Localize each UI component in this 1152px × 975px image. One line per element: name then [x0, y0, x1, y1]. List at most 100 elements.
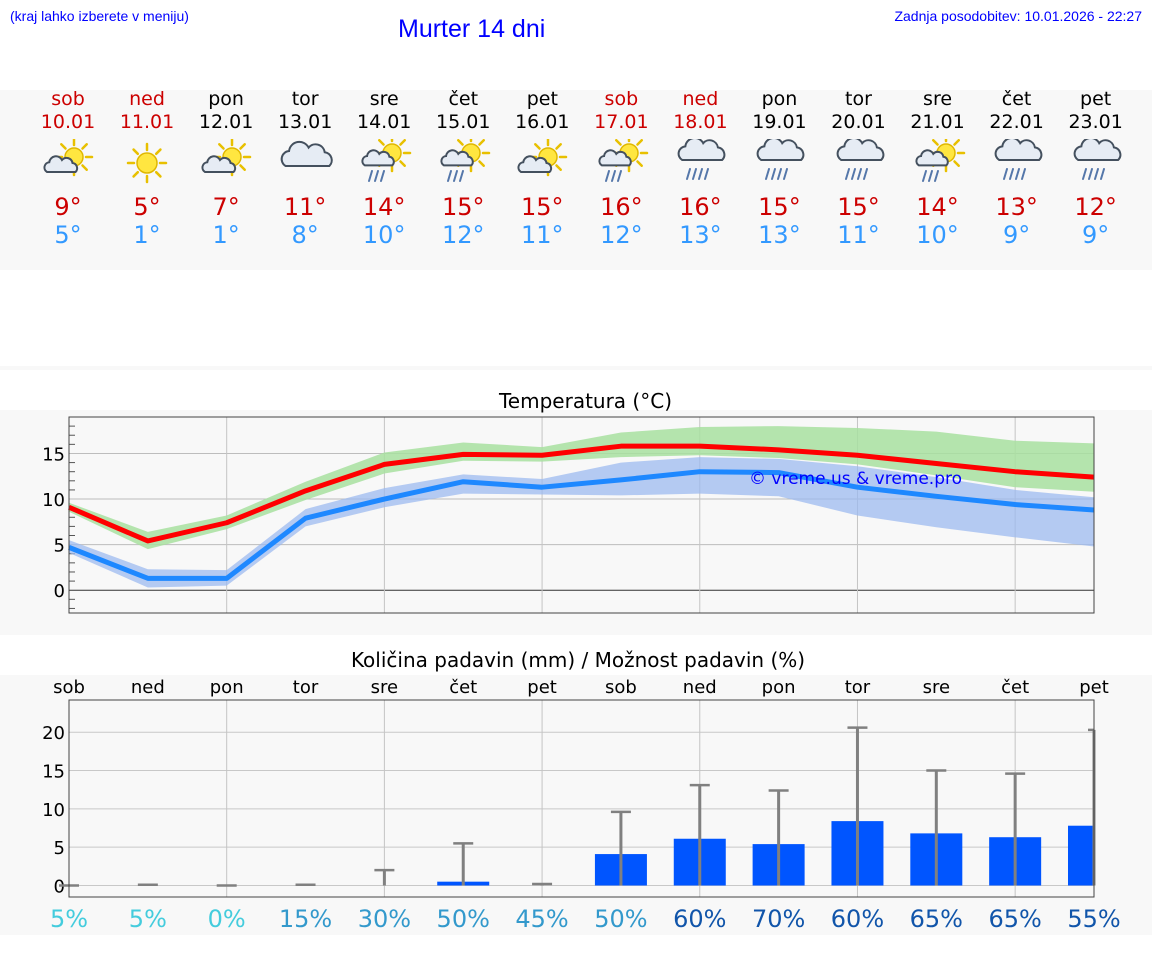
- max-temp: 15°: [441, 193, 485, 221]
- last-updated: Zadnja posodobitev: 10.01.2026 - 22:27: [894, 8, 1142, 24]
- sun-icon: [126, 142, 168, 184]
- separator: [0, 366, 1152, 370]
- max-temp: 12°: [1074, 193, 1117, 221]
- forecast-day: pon 19.01 15° 13°: [739, 88, 819, 249]
- day-name: čet: [1001, 88, 1032, 110]
- day-date: 17.01: [594, 111, 649, 133]
- temperature-chart: Temperatura (°C) 0 5 10 15 © vreme.us & vreme…: [42, 389, 1095, 614]
- sun-cloud-icon: [517, 139, 568, 177]
- day-name: sob: [51, 88, 85, 110]
- day-date: 12.01: [198, 111, 254, 133]
- sun-cloud-icon: [43, 139, 94, 177]
- y-tick-label: 0: [54, 581, 65, 602]
- x-category-label: pet: [527, 677, 557, 698]
- precip-bar: [1068, 825, 1094, 886]
- y-tick-label: 0: [54, 877, 65, 898]
- x-category-label: tor: [293, 677, 319, 698]
- sun-cloud-rain-icon: [914, 139, 965, 182]
- max-temp: 9°: [54, 193, 82, 221]
- day-name: tor: [291, 88, 319, 110]
- y-tick-label: 15: [42, 762, 65, 783]
- x-category-label: sre: [371, 677, 398, 698]
- x-category-label: sre: [923, 677, 950, 698]
- precip-probability-label: 5%: [129, 905, 167, 933]
- forecast-day: čet 15.01 15° 12°: [423, 88, 503, 249]
- y-tick-label: 15: [42, 444, 65, 465]
- precip-probability-label: 55%: [1067, 905, 1120, 933]
- precipitation-chart: Količina padavin (mm) / Možnost padavin …: [42, 648, 1121, 933]
- x-category-label: čet: [449, 677, 477, 698]
- x-category-label: pon: [210, 677, 244, 698]
- forecast-day: tor 20.01 15° 11°: [819, 88, 899, 249]
- day-date: 13.01: [277, 111, 333, 133]
- day-name: ned: [682, 88, 719, 110]
- forecast-day: pet 23.01 12° 9°: [1056, 88, 1136, 249]
- cloud-icon: [280, 140, 333, 167]
- precip-probability-label: 50%: [437, 905, 490, 933]
- precip-probability-label: 30%: [358, 905, 411, 933]
- day-date: 11.01: [119, 111, 175, 133]
- day-date: 10.01: [40, 111, 96, 133]
- min-temp: 11°: [837, 221, 880, 249]
- max-temp: 14°: [916, 193, 959, 221]
- day-date: 14.01: [356, 111, 412, 133]
- day-date: 20.01: [831, 111, 886, 133]
- x-category-label: sob: [605, 677, 637, 698]
- precip-probability-label: 60%: [673, 905, 726, 933]
- day-name: ned: [129, 88, 165, 110]
- chart-title: Temperatura (°C): [498, 389, 672, 413]
- min-temp: 12°: [441, 221, 485, 249]
- cloud-rain-icon: [836, 139, 884, 180]
- day-name: pet: [526, 88, 558, 110]
- precip-probability-label: 0%: [208, 905, 246, 933]
- precip-probability-label: 60%: [831, 905, 884, 933]
- sun-cloud-rain-icon: [440, 139, 491, 182]
- max-temp: 15°: [758, 193, 801, 221]
- chart-title: Količina padavin (mm) / Možnost padavin …: [351, 648, 805, 672]
- precip-probability-label: 65%: [988, 905, 1041, 933]
- max-temp-line: [68, 443, 1095, 544]
- day-date: 15.01: [436, 111, 491, 133]
- day-name: sob: [604, 88, 639, 110]
- day-name: sre: [369, 88, 399, 110]
- day-date: 23.01: [1068, 111, 1123, 133]
- forecast-day: ned 11.01 5° 1°: [107, 88, 187, 249]
- sun-cloud-rain-icon: [361, 139, 412, 182]
- forecast-day: sob 10.01 9° 5°: [28, 88, 108, 249]
- min-temp: 11°: [521, 221, 564, 249]
- y-tick-label: 10: [42, 800, 65, 821]
- forecast-day: pet 16.01 15° 11°: [502, 88, 582, 249]
- y-tick-label: 20: [42, 723, 65, 744]
- sun-cloud-icon: [201, 139, 252, 177]
- min-temp-range-band: [69, 457, 1094, 588]
- region-hint: (kraj lahko izberete v meniju): [10, 8, 189, 24]
- y-tick-label: 5: [54, 838, 65, 859]
- precip-probability-label: 50%: [594, 905, 647, 933]
- day-name: čet: [448, 88, 479, 110]
- min-temp: 13°: [758, 221, 801, 249]
- max-temp: 13°: [995, 193, 1038, 221]
- watermark: © vreme.us & vreme.pro: [749, 469, 962, 489]
- forecast-day: tor 13.01 11° 8°: [265, 88, 345, 249]
- forecast-day: ned 18.01 16° 13°: [660, 88, 740, 249]
- max-temp: 15°: [521, 193, 564, 221]
- x-category-label: sob: [53, 677, 85, 698]
- x-category-label: pet: [1079, 677, 1109, 698]
- max-temp: 5°: [133, 193, 161, 221]
- day-name: pon: [208, 88, 244, 110]
- min-temp: 12°: [600, 221, 643, 249]
- day-name: tor: [845, 88, 872, 110]
- forecast-day: sre 14.01 14° 10°: [344, 88, 424, 249]
- max-temp: 16°: [600, 193, 643, 221]
- x-category-label: ned: [683, 677, 717, 698]
- forecast-strip: [0, 90, 1152, 270]
- precip-probability-label: 65%: [910, 905, 963, 933]
- min-temp: 10°: [916, 221, 959, 249]
- min-temp: 8°: [291, 221, 319, 249]
- plot-frame: [68, 699, 1095, 898]
- max-temp: 15°: [837, 193, 880, 221]
- day-date: 16.01: [515, 111, 570, 133]
- min-temp: 13°: [679, 221, 722, 249]
- max-temp-range-band: [69, 426, 1094, 550]
- y-tick-label: 10: [42, 490, 65, 511]
